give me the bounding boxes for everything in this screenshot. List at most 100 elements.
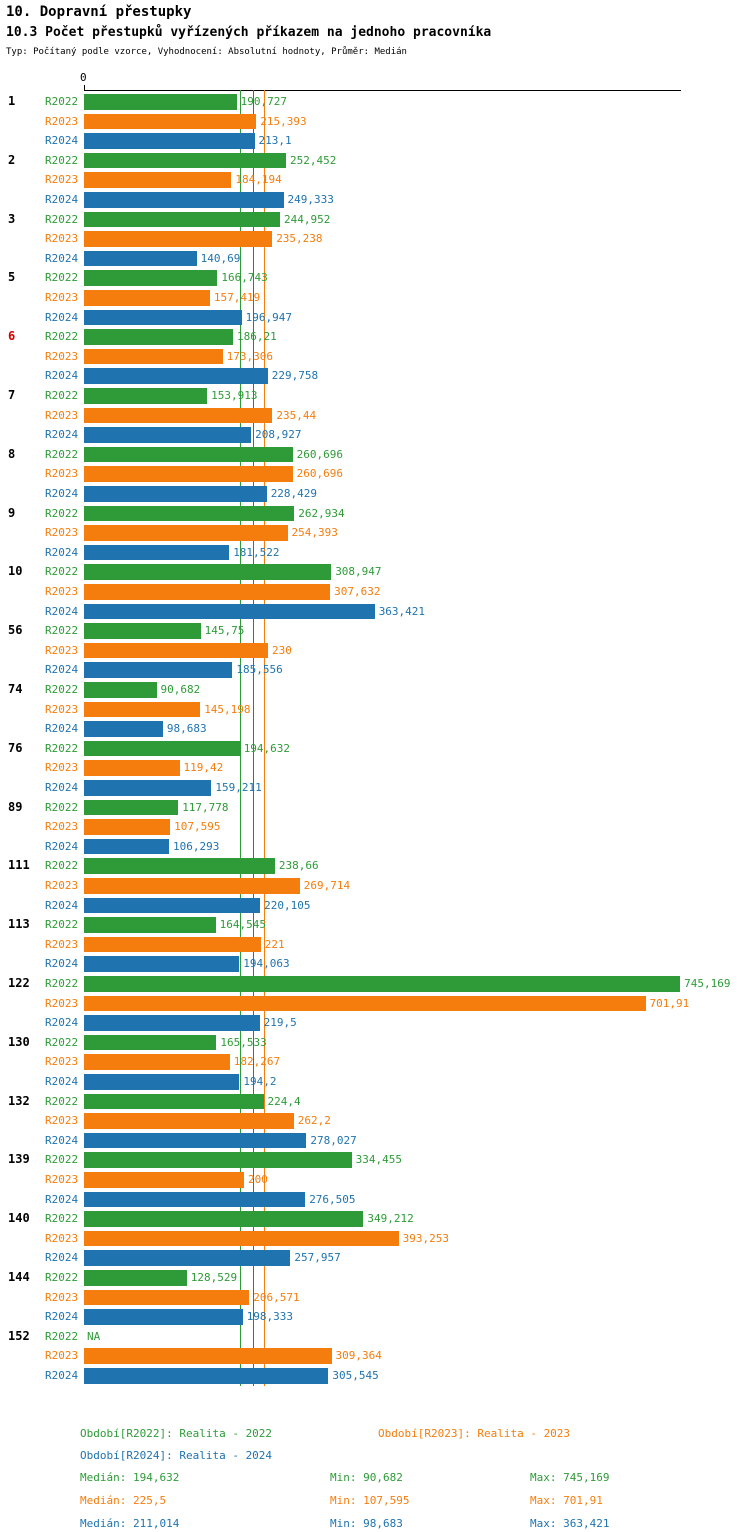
bar-7-r2024	[84, 427, 252, 443]
median-line-r2024	[252, 90, 254, 1386]
value-label-122-r2024: 219,5	[263, 1016, 297, 1030]
group-label-7: 7	[8, 388, 16, 402]
value-label-5-r2022: 166,743	[221, 271, 268, 285]
bar-139-r2023	[84, 1172, 244, 1188]
page-title: 10. Dopravní přestupky	[6, 4, 192, 20]
stat-max-r2022: Max: 745,169	[530, 1471, 610, 1484]
value-label-10-r2024: 363,421	[378, 604, 426, 618]
legend-item-r2023: Období[R2023]: Realita - 2023	[378, 1427, 571, 1440]
value-label-144-r2024: 198,333	[246, 1310, 294, 1324]
x-axis-tick	[84, 85, 85, 90]
series-label-5-r2022: R2022	[45, 271, 79, 285]
bar-5-r2022	[84, 270, 218, 286]
value-label-140-r2024: 257,957	[294, 1251, 341, 1265]
value-label-130-r2024: 194,2	[243, 1075, 277, 1088]
series-label-3-r2023: R2023	[45, 232, 79, 246]
value-label-122-r2022: 745,169	[684, 977, 731, 990]
series-label-122-r2022: R2022	[45, 977, 79, 990]
value-label-113-r2022: 164,545	[219, 918, 266, 932]
group-label-130: 130	[8, 1034, 30, 1049]
bar-111-r2023	[84, 878, 300, 894]
median-line-r2022	[239, 90, 241, 1386]
group-label-144: 144	[8, 1270, 30, 1284]
series-label-111-r2023: R2023	[45, 879, 79, 892]
median-line-r2023	[264, 90, 266, 1386]
series-label-9-r2023: R2023	[45, 526, 79, 540]
bar-3-r2022	[84, 211, 280, 228]
value-label-111-r2024: 220,105	[264, 898, 311, 912]
series-label-140-r2024: R2024	[45, 1251, 79, 1265]
bar-56-r2022	[84, 623, 201, 639]
bar-122-r2022	[84, 976, 681, 992]
group-label-122: 122	[8, 976, 30, 990]
value-label-122-r2023: 701,91	[649, 996, 690, 1010]
bar-9-r2024	[84, 544, 230, 561]
bar-76-r2024	[84, 780, 212, 796]
series-label-10-r2023: R2023	[45, 585, 79, 598]
value-label-89-r2024: 106,293	[173, 839, 220, 853]
series-label-56-r2022: R2022	[45, 624, 79, 638]
series-label-76-r2022: R2022	[45, 741, 79, 755]
series-label-8-r2022: R2022	[45, 447, 79, 461]
group-label-1: 1	[8, 94, 16, 108]
bar-152-r2023	[84, 1348, 332, 1364]
group-label-56: 56	[8, 623, 23, 638]
group-label-6: 6	[8, 329, 16, 344]
bar-74-r2023	[84, 701, 201, 718]
bar-2-r2024	[84, 192, 284, 208]
stat-median-r2023: Medián: 225,5	[80, 1494, 167, 1507]
bar-56-r2023	[84, 642, 268, 659]
series-label-5-r2024: R2024	[45, 310, 79, 324]
bar-1-r2024	[84, 133, 255, 149]
value-label-1-r2022: 190,727	[240, 95, 287, 108]
bar-74-r2024	[84, 721, 163, 737]
series-label-7-r2023: R2023	[45, 408, 79, 422]
series-label-76-r2023: R2023	[45, 761, 79, 775]
bar-130-r2024	[84, 1074, 240, 1090]
series-label-152-r2022: R2022	[45, 1329, 79, 1343]
series-label-56-r2024: R2024	[45, 663, 79, 677]
stat-min-r2023: Min: 107,595	[330, 1494, 410, 1507]
value-label-10-r2022: 308,947	[335, 565, 382, 579]
value-label-2-r2024: 249,333	[287, 193, 334, 206]
bar-7-r2023	[84, 407, 273, 424]
value-label-7-r2023: 235,44	[276, 408, 317, 422]
series-label-113-r2022: R2022	[45, 918, 79, 932]
group-label-9: 9	[8, 505, 16, 520]
series-label-6-r2023: R2023	[45, 349, 79, 363]
series-label-152-r2023: R2023	[45, 1349, 79, 1363]
plot-area: 0 1 R2022 190,727 R2023 215,393 R2024 213,1 2 R20…	[8, 71, 731, 1386]
stat-min-r2022: Min: 90,682	[330, 1471, 403, 1484]
series-label-132-r2023: R2023	[45, 1114, 79, 1128]
value-label-5-r2023: 157,419	[213, 291, 261, 304]
bar-9-r2022	[84, 505, 295, 522]
value-label-76-r2023: 119,42	[183, 761, 224, 775]
value-label-139-r2022: 334,455	[355, 1153, 402, 1167]
stat-median-r2022: Medián: 194,632	[80, 1471, 180, 1484]
value-label-76-r2024: 159,211	[215, 781, 262, 794]
series-label-89-r2022: R2022	[45, 800, 79, 814]
group-label-2: 2	[8, 152, 16, 167]
bar-122-r2024	[84, 1015, 260, 1031]
series-label-122-r2023: R2023	[45, 996, 79, 1010]
bar-139-r2024	[84, 1191, 306, 1208]
bar-5-r2023	[84, 290, 210, 306]
series-label-10-r2022: R2022	[45, 565, 79, 579]
value-label-6-r2024: 229,758	[271, 369, 319, 383]
bar-76-r2022	[84, 740, 240, 757]
series-label-1-r2024: R2024	[45, 134, 79, 148]
bar-3-r2024	[84, 250, 197, 267]
value-label-89-r2023: 107,595	[174, 820, 221, 834]
value-label-74-r2023: 145,198	[204, 702, 251, 716]
series-label-140-r2023: R2023	[45, 1231, 79, 1245]
bar-10-r2022	[84, 564, 332, 580]
value-label-113-r2024: 194,063	[243, 957, 290, 971]
group-label-139: 139	[8, 1152, 30, 1167]
series-label-122-r2024: R2024	[45, 1016, 79, 1030]
group-label-89: 89	[8, 799, 23, 814]
value-label-56-r2024: 185,556	[236, 663, 283, 677]
value-label-130-r2022: 165,533	[220, 1035, 267, 1049]
value-label-74-r2024: 98,683	[166, 722, 207, 736]
series-label-130-r2023: R2023	[45, 1055, 79, 1069]
bar-1-r2022	[84, 94, 237, 110]
